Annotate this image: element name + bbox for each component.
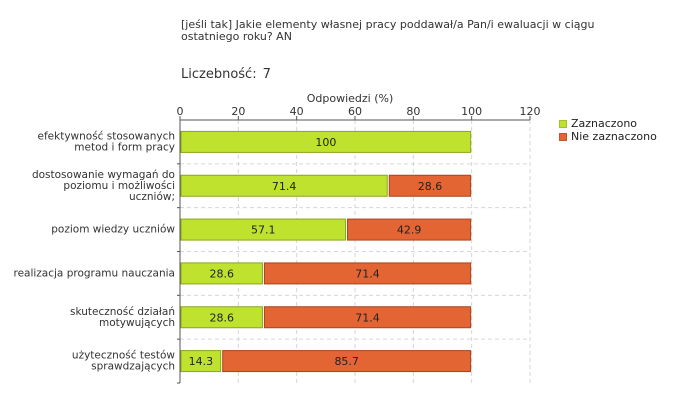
bar-not-selected xyxy=(263,262,472,285)
legend: Zaznaczono Nie zaznaczono xyxy=(559,117,657,143)
x-tick-label: 0 xyxy=(177,105,184,118)
category-label: motywujących xyxy=(99,317,175,329)
x-tick-label: 80 xyxy=(406,105,420,118)
category-label: poziom wiedzy uczniów xyxy=(51,224,175,236)
category-label: skuteczność działań xyxy=(70,306,175,318)
data-label: 71.4 xyxy=(272,180,297,193)
respondent-count: Liczebność: 7 xyxy=(181,67,271,82)
category-label: uczniów; xyxy=(129,191,175,203)
bar-not-selected xyxy=(222,350,472,373)
category-label: dostosowanie wymagań do xyxy=(32,169,175,181)
count-label: Liczebność: xyxy=(181,67,257,82)
x-axis-title: Odpowiedzi (%) xyxy=(307,92,394,105)
data-label: 42.9 xyxy=(397,224,422,237)
count-value: 7 xyxy=(262,67,271,82)
category-label: sprawdzających xyxy=(91,361,175,373)
bar-selected xyxy=(180,350,222,373)
legend-label-not-selected: Nie zaznaczono xyxy=(571,130,657,143)
bar-not-selected xyxy=(263,306,472,329)
legend-swatch-not-selected xyxy=(559,132,567,141)
legend-label-selected: Zaznaczono xyxy=(571,117,638,130)
question-text: [jeśli tak] Jakie elementy własnej pracy… xyxy=(181,18,595,43)
bar-not-selected xyxy=(388,174,472,197)
data-label: 28.6 xyxy=(209,267,234,280)
bar-selected xyxy=(180,218,347,241)
category-label: metod i form pracy xyxy=(74,141,175,153)
bar-selected xyxy=(180,306,263,329)
bar-selected xyxy=(180,130,472,153)
data-label: 85.7 xyxy=(334,355,359,368)
x-tick-label: 120 xyxy=(520,105,541,118)
bar-selected xyxy=(180,262,263,285)
legend-swatch-selected xyxy=(559,119,567,128)
category-label: użyteczność testów xyxy=(72,350,175,362)
x-tick-label: 100 xyxy=(461,105,482,118)
category-label: efektywność stosowanych xyxy=(38,130,176,142)
bar-selected xyxy=(180,174,388,197)
category-label: poziomu i możliwości xyxy=(63,180,175,192)
data-label: 28.6 xyxy=(209,311,234,324)
data-label: 57.1 xyxy=(251,224,276,237)
x-tick-label: 20 xyxy=(231,105,245,118)
data-label: 71.4 xyxy=(355,311,380,324)
x-tick-label: 40 xyxy=(290,105,304,118)
data-label: 100 xyxy=(315,136,336,149)
data-label: 14.3 xyxy=(189,355,214,368)
bar-not-selected xyxy=(347,218,472,241)
data-label: 28.6 xyxy=(418,180,443,193)
legend-item-selected: Zaznaczono xyxy=(559,117,657,130)
category-label: realizacja programu nauczania xyxy=(13,267,175,279)
data-label: 71.4 xyxy=(355,267,380,280)
legend-item-not-selected: Nie zaznaczono xyxy=(559,130,657,143)
x-tick-label: 60 xyxy=(348,105,362,118)
